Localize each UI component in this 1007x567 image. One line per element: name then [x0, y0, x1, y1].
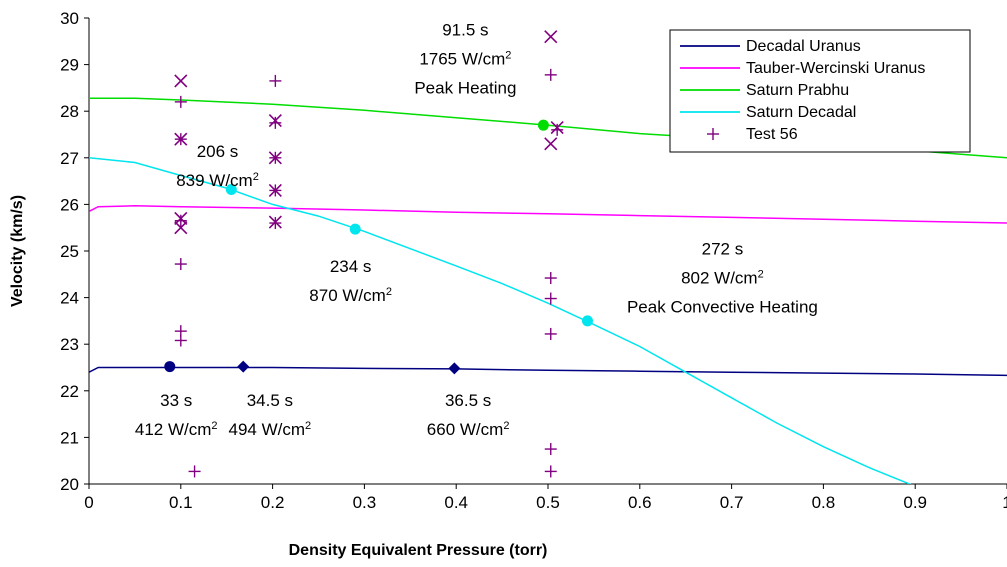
test-point-cross-marker	[544, 137, 558, 151]
x-tick-label: 0.1	[169, 493, 193, 512]
annotation-label: 494 W/cm2	[229, 420, 312, 439]
annotation-label: 34.5 s	[247, 391, 293, 410]
test-point-plus-marker	[269, 217, 282, 230]
test-point-cross-marker	[174, 221, 188, 235]
series-circle-marker	[581, 315, 593, 327]
y-tick-label: 20	[60, 475, 79, 494]
y-tick-label: 24	[60, 289, 79, 308]
x-tick-label: 0.8	[812, 493, 836, 512]
annotation-label: 234 s	[330, 257, 372, 276]
x-tick-label: 0.6	[628, 493, 652, 512]
x-tick-label: 0	[84, 493, 93, 512]
annotation-label: 1765 W/cm2	[419, 50, 511, 69]
test-point-plus-marker	[544, 272, 557, 285]
y-tick-label: 23	[60, 335, 79, 354]
legend: Decadal Uranus Tauber-Wercinski Uranus Sat…	[669, 29, 971, 153]
y-tick-label: 28	[60, 102, 79, 121]
x-tick-label: 0.4	[444, 493, 468, 512]
x-tick-label: 0.9	[903, 493, 927, 512]
series-circle-marker	[349, 223, 361, 235]
test-point-plus-marker	[269, 151, 282, 164]
legend-label: Tauber-Wercinski Uranus	[746, 60, 925, 77]
series-circle-marker	[164, 361, 176, 373]
y-tick-label: 29	[60, 56, 79, 75]
annotation-label: 206 s	[197, 142, 239, 161]
x-axis-title: Density Equivalent Pressure (torr)	[289, 542, 548, 559]
y-tick-label: 30	[60, 9, 79, 28]
series-line	[89, 366, 1007, 377]
annotation-label: 36.5 s	[445, 391, 491, 410]
test-point-plus-marker	[269, 74, 282, 87]
series-diamond-marker	[237, 360, 250, 373]
annotation-label: 839 W/cm2	[176, 171, 259, 190]
x-tick-label: 0.3	[353, 493, 377, 512]
y-axis-title: Velocity (km/s)	[9, 195, 26, 307]
annotation-label: Peak Convective Heating	[627, 298, 818, 317]
series-diamond-marker	[448, 362, 461, 375]
annotation-label: 802 W/cm2	[681, 269, 764, 288]
test-point-plus-marker	[174, 258, 187, 271]
test-point-plus-marker	[544, 68, 557, 81]
x-tick-label: 0.2	[261, 493, 285, 512]
x-tick-label: 0.5	[536, 493, 560, 512]
annotation-label: 412 W/cm2	[135, 420, 218, 439]
y-tick-label: 27	[60, 149, 79, 168]
y-tick-label: 25	[60, 242, 79, 261]
test-point-plus-marker	[174, 95, 187, 108]
x-tick-label: 0.7	[720, 493, 744, 512]
test-point-plus-marker	[551, 123, 564, 136]
series-circle-marker	[537, 119, 549, 131]
annotation-label: 272 s	[702, 240, 744, 259]
test-point-plus-marker	[544, 465, 557, 478]
test-point-plus-marker	[174, 334, 187, 347]
legend-label: Saturn Prabhu	[746, 82, 849, 99]
test-point-plus-marker	[544, 327, 557, 340]
y-tick-label: 21	[60, 428, 79, 447]
test-point-plus-marker	[174, 133, 187, 146]
test-point-plus-marker	[269, 116, 282, 129]
legend-label: Test 56	[746, 126, 798, 143]
legend-label: Saturn Decadal	[746, 104, 856, 121]
test-point-cross-marker	[544, 30, 558, 44]
annotation-label: 33 s	[160, 391, 192, 410]
series-line	[89, 157, 912, 484]
test-point-plus-marker	[174, 214, 187, 227]
test-point-plus-marker	[188, 465, 201, 478]
legend-box	[669, 29, 971, 153]
series-line	[89, 205, 1007, 224]
y-tick-label: 22	[60, 382, 79, 401]
legend-label: Decadal Uranus	[746, 38, 861, 55]
series-circle-marker	[225, 183, 237, 195]
annotation-label: 870 W/cm2	[309, 286, 392, 305]
x-tick-label: 1	[1002, 493, 1007, 512]
test-point-plus-marker	[269, 184, 282, 197]
test-point-plus-marker	[544, 443, 557, 456]
test-point-plus-marker	[544, 292, 557, 305]
annotation-label: Peak Heating	[414, 79, 516, 98]
test-point-cross-marker	[174, 74, 188, 88]
annotation-label: 91.5 s	[442, 21, 488, 40]
annotation-label: 660 W/cm2	[427, 420, 510, 439]
y-tick-label: 26	[60, 195, 79, 214]
